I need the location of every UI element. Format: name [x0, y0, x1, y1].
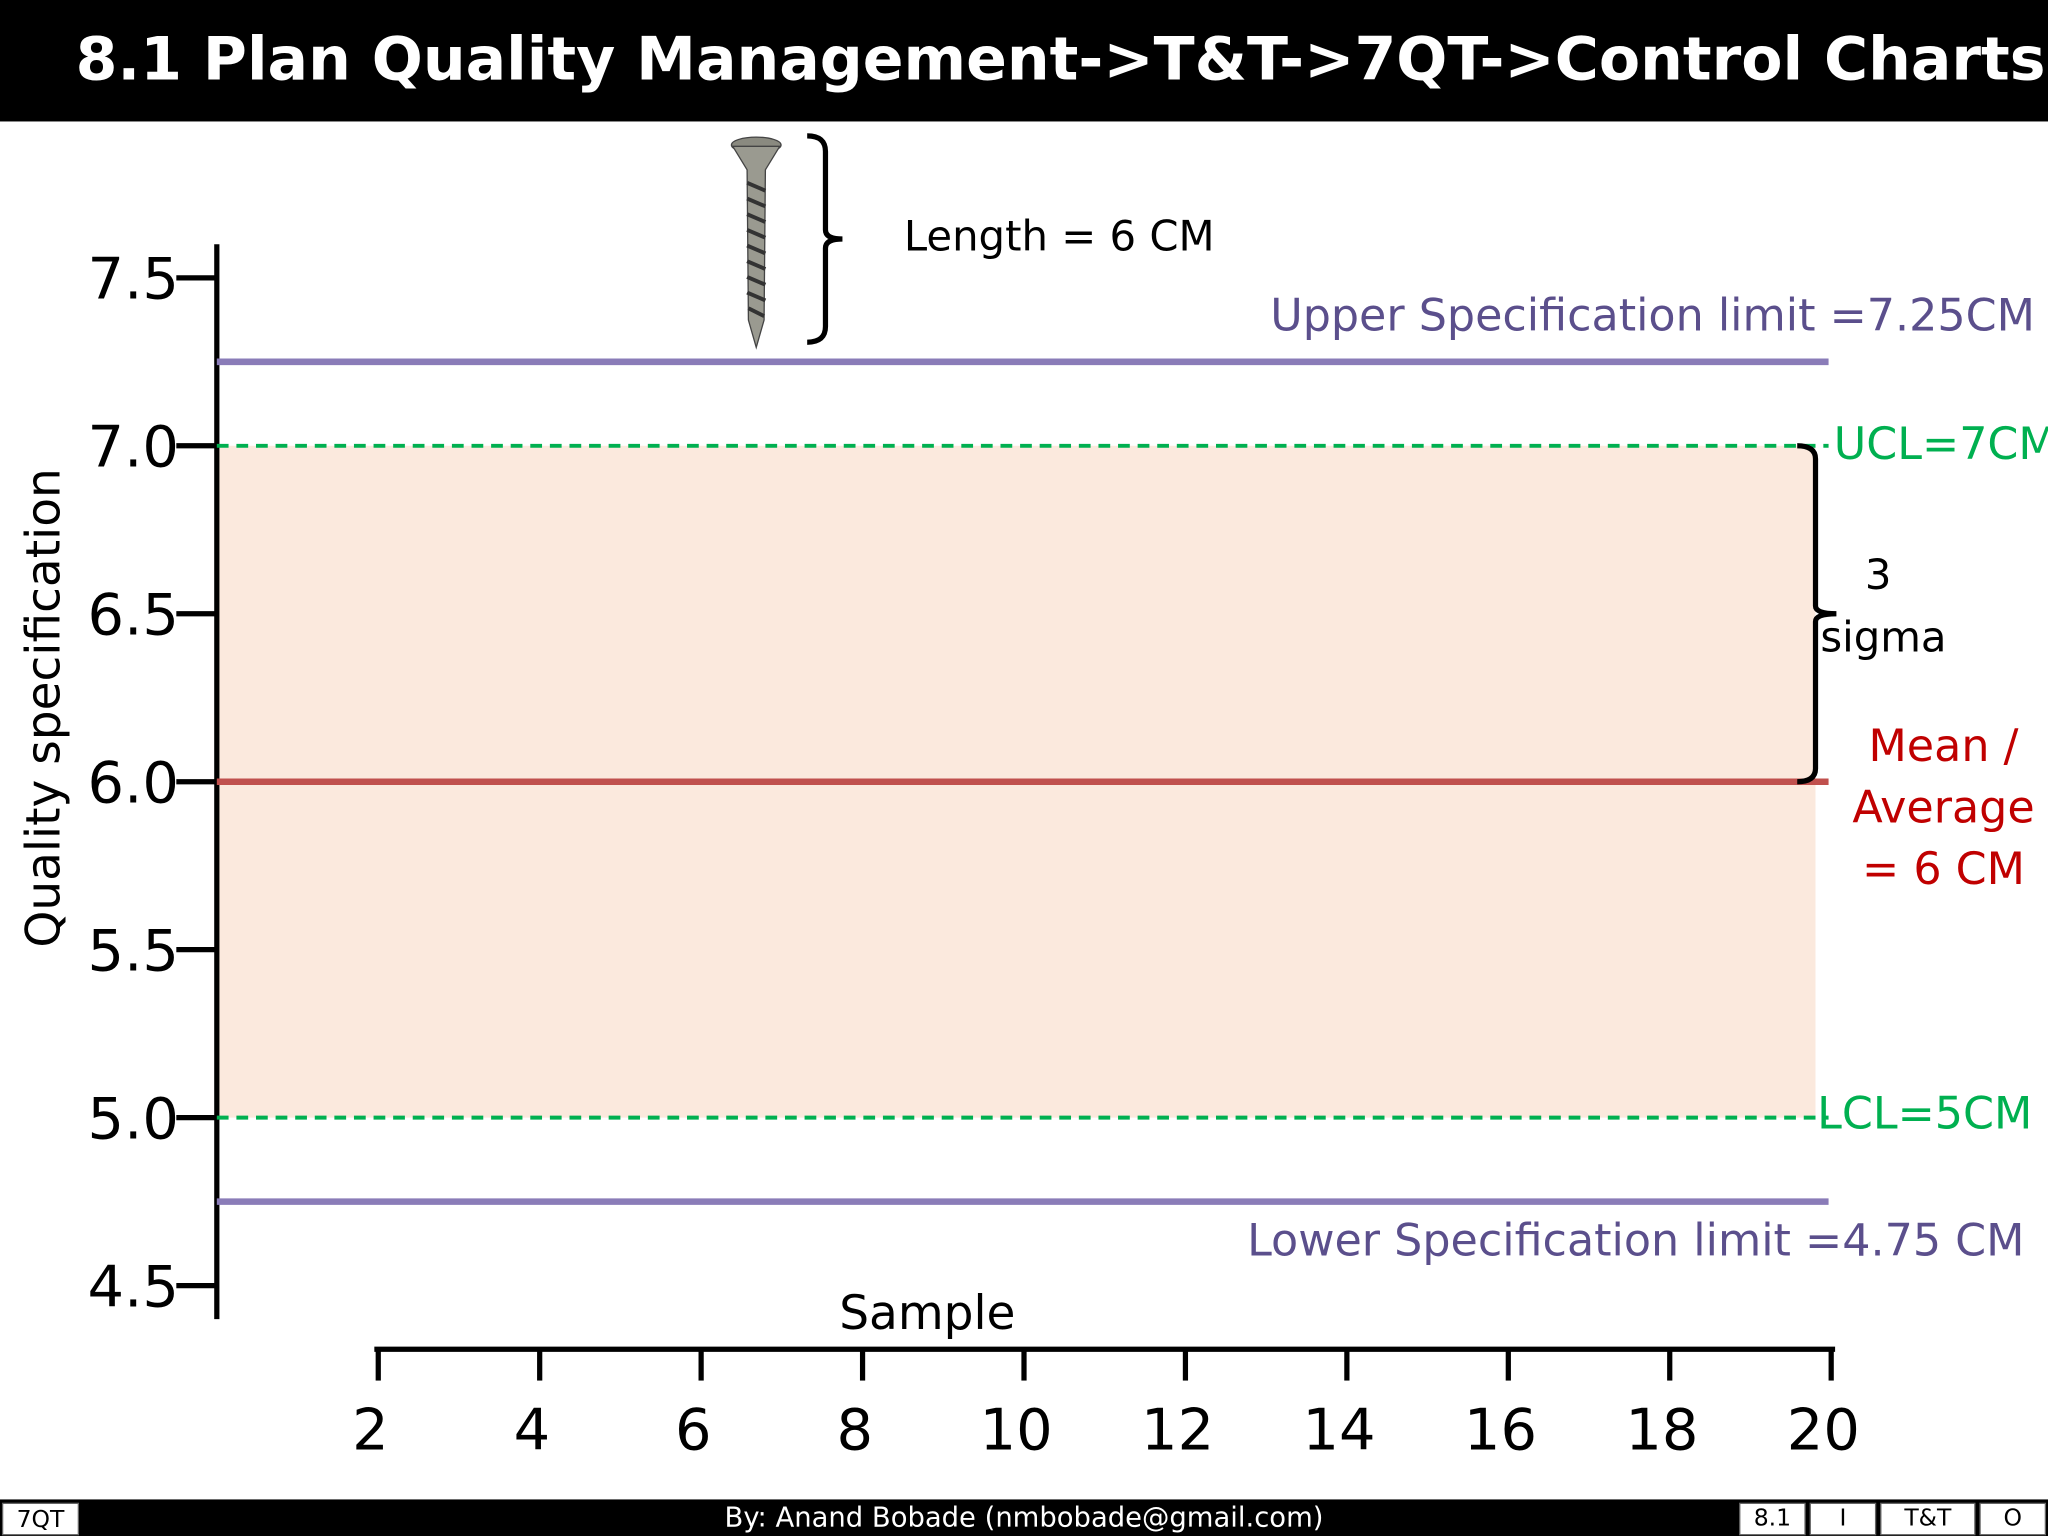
y-tick-label: 7.5	[88, 246, 179, 313]
length-bracket	[807, 133, 843, 345]
y-tick-label: 6.0	[88, 750, 179, 817]
limit-label: Lower Specification limit =4.75 CM	[1247, 1215, 2024, 1266]
footer-tab-label: O	[2003, 1504, 2022, 1532]
y-axis-title: Quality specification	[17, 468, 72, 947]
y-tick-label: 7.0	[88, 414, 179, 481]
footer-bar	[0, 1499, 2048, 1536]
footer-tab	[1739, 1502, 1806, 1536]
y-tick-label: 5.5	[88, 918, 179, 985]
footer-left: 7QT	[17, 1505, 65, 1533]
limit-label: UCL=7CM	[1834, 419, 2048, 470]
x-tick-label: 10	[980, 1397, 1053, 1464]
limit-label: Mean /	[1869, 721, 2019, 772]
y-tick-label: 5.0	[88, 1085, 179, 1152]
title: 8.1 Plan Quality Management->T&T->7QT->C…	[76, 24, 2046, 94]
x-axis-title: Sample	[839, 1286, 1015, 1341]
x-tick-label: 12	[1141, 1397, 1214, 1464]
x-tick-label: 14	[1302, 1397, 1375, 1464]
limit-label: Average	[1852, 782, 2034, 833]
footer-credit: By: Anand Bobade (nmbobade@gmail.com)	[725, 1503, 1324, 1534]
limit-label: = 6 CM	[1862, 844, 2025, 895]
footer-tab-label: T&T	[1903, 1504, 1952, 1532]
sigma-bracket	[1797, 443, 1837, 785]
footer-tab-label: 8.1	[1754, 1504, 1791, 1532]
x-tick-label: 4	[514, 1397, 551, 1464]
sigma-annotation: 3	[1865, 550, 1892, 599]
x-tick-label: 18	[1625, 1397, 1698, 1464]
x-tick-label: 2	[352, 1397, 389, 1464]
y-tick-label: 6.5	[88, 582, 179, 649]
limit-label: Upper Specification limit =7.25CM	[1270, 291, 2035, 342]
sigma-annotation: sigma	[1820, 613, 1946, 662]
y-tick-label: 4.5	[88, 1253, 179, 1320]
footer-tab	[1979, 1502, 2047, 1536]
x-tick-label: 16	[1464, 1397, 1537, 1464]
length-annotation: Length = 6 CM	[904, 212, 1215, 261]
footer-tab-label: I	[1839, 1504, 1846, 1532]
screw-illustration	[730, 136, 782, 350]
limit-label: LCL=5CM	[1817, 1088, 2032, 1139]
footer-tab	[1, 1502, 80, 1536]
x-tick-label: 6	[675, 1397, 712, 1464]
x-tick-label: 8	[836, 1397, 873, 1464]
footer-tab	[1880, 1502, 1976, 1536]
footer-tab	[1809, 1502, 1877, 1536]
header-bar	[0, 0, 2048, 122]
x-tick-label: 20	[1787, 1397, 1860, 1464]
